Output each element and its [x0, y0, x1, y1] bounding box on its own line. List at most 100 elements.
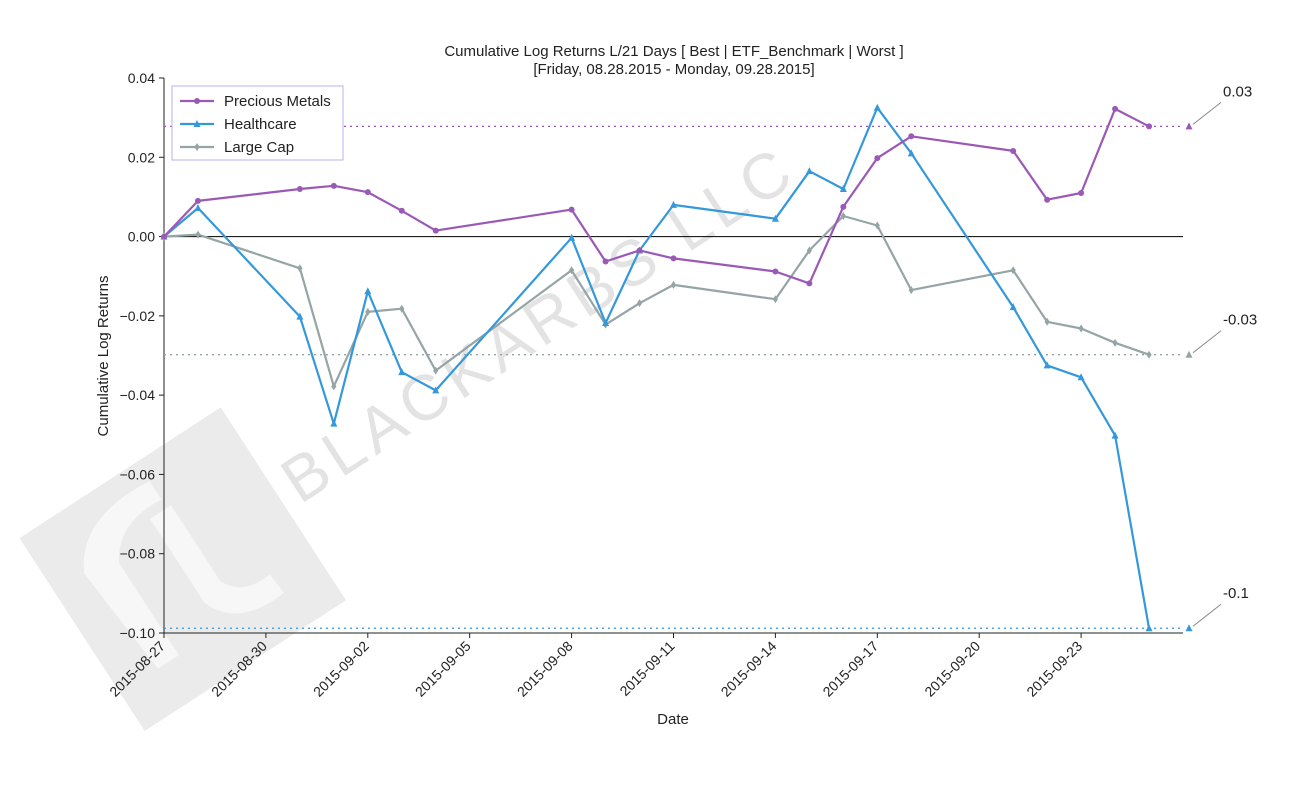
data-point-healthcare	[194, 204, 202, 212]
legend-item-healthcare: Healthcare	[180, 116, 297, 133]
data-point-precious-metals	[1010, 147, 1017, 154]
data-point-large-cap	[569, 266, 575, 275]
data-point-healthcare	[873, 103, 881, 111]
data-point-large-cap	[365, 307, 371, 316]
y-tick-label: −0.08	[120, 546, 156, 562]
x-tick-label: 2015-09-23	[1023, 638, 1085, 700]
legend: Precious Metals Healthcare Large Cap	[171, 85, 344, 161]
legend-item-precious-metals: Precious Metals	[180, 93, 331, 110]
y-tick-label: 0.00	[128, 229, 155, 245]
data-point-precious-metals	[330, 182, 337, 189]
data-point-precious-metals	[1044, 196, 1051, 203]
y-axis-label: Cumulative Log Returns	[95, 276, 112, 437]
data-point-large-cap	[297, 264, 303, 273]
data-point-precious-metals	[840, 203, 847, 210]
data-point-large-cap	[670, 280, 677, 289]
data-point-precious-metals	[806, 280, 813, 287]
data-point-large-cap	[195, 230, 201, 239]
legend-marker-large-cap	[194, 143, 200, 151]
annotations: 0.03 -0.03 -0.1	[1185, 83, 1257, 632]
data-point-healthcare	[364, 287, 372, 295]
watermark-logo-icon	[19, 407, 346, 731]
data-point-precious-metals	[296, 186, 303, 192]
x-tick-label: 2015-09-20	[921, 638, 983, 700]
legend-item-large-cap: Large Cap	[180, 139, 294, 156]
legend-label: Precious Metals	[224, 93, 331, 110]
data-point-healthcare	[907, 149, 915, 157]
data-point-precious-metals	[1078, 189, 1085, 196]
data-point-precious-metals	[161, 233, 167, 240]
data-point-precious-metals	[398, 207, 405, 214]
x-tick-label: 2015-09-08	[514, 638, 576, 700]
chart-subtitle: [Friday, 08.28.2015 - Monday, 09.28.2015…	[533, 61, 814, 78]
annotation-marker	[1185, 122, 1193, 130]
data-point-healthcare	[1043, 361, 1051, 369]
data-point-healthcare	[1111, 431, 1119, 439]
data-point-healthcare	[771, 214, 779, 222]
annotation-marker	[1185, 624, 1193, 632]
y-tick-label: 0.04	[128, 70, 155, 86]
x-axis-label: Date	[657, 711, 689, 728]
data-point-large-cap	[1112, 338, 1118, 347]
data-point-precious-metals	[874, 155, 881, 162]
data-point-precious-metals	[194, 197, 201, 204]
data-point-precious-metals	[772, 268, 779, 275]
annotation-arrow	[1192, 330, 1222, 354]
data-point-large-cap	[806, 246, 812, 255]
legend-label: Large Cap	[224, 139, 294, 156]
data-point-precious-metals	[636, 247, 643, 254]
data-point-healthcare	[568, 233, 576, 241]
y-tick-label: −0.10	[120, 625, 156, 641]
legend-marker-precious-metals	[194, 98, 200, 104]
data-point-precious-metals	[670, 255, 677, 262]
series-large-cap	[161, 211, 1152, 391]
data-point-healthcare	[1077, 373, 1085, 381]
data-point-large-cap	[772, 295, 778, 304]
annotation-arrow	[1192, 603, 1222, 627]
data-point-precious-metals	[432, 227, 439, 234]
data-point-large-cap	[1044, 317, 1050, 326]
series-healthcare	[160, 103, 1153, 632]
x-tick-label: 2015-09-05	[412, 638, 474, 700]
data-point-precious-metals	[1112, 105, 1119, 112]
data-point-healthcare	[839, 185, 847, 192]
data-point-healthcare	[602, 318, 610, 326]
series-group	[160, 103, 1153, 632]
data-point-precious-metals	[908, 133, 915, 140]
data-point-healthcare	[296, 312, 304, 320]
data-point-precious-metals	[1146, 123, 1153, 130]
data-point-large-cap	[908, 286, 914, 295]
data-point-precious-metals	[364, 189, 371, 196]
data-point-large-cap	[433, 366, 439, 375]
y-tick-label: −0.06	[120, 466, 156, 482]
data-point-large-cap	[636, 299, 643, 308]
legend-label: Healthcare	[224, 116, 297, 133]
data-point-precious-metals	[602, 258, 609, 265]
annotation-arrow	[1192, 101, 1222, 125]
x-tick-label: 2015-09-14	[718, 638, 780, 700]
data-point-large-cap	[399, 304, 405, 313]
data-point-healthcare	[398, 368, 406, 376]
y-tick-label: −0.04	[120, 387, 156, 403]
annotation-label: 0.03	[1223, 83, 1252, 100]
data-point-large-cap	[840, 211, 846, 220]
data-point-large-cap	[331, 382, 337, 391]
data-point-large-cap	[1078, 324, 1084, 333]
y-ticks: 0.04 0.02 0.00 −0.02 −0.04 −0.06 −0.08 −0.10	[120, 70, 164, 641]
y-tick-label: −0.02	[120, 308, 156, 324]
data-point-large-cap	[874, 221, 880, 230]
series-precious-metals	[161, 105, 1153, 287]
data-point-precious-metals	[568, 206, 575, 213]
data-point-large-cap	[1146, 350, 1152, 359]
watermark: BLACKARBS LLC	[19, 131, 809, 731]
data-point-healthcare	[805, 167, 813, 175]
annotation-marker	[1185, 350, 1193, 358]
data-point-healthcare	[1009, 303, 1017, 311]
y-tick-label: 0.02	[128, 149, 155, 165]
data-point-healthcare	[1145, 624, 1153, 632]
x-tick-label: 2015-09-17	[819, 638, 881, 700]
data-point-large-cap	[1010, 266, 1016, 275]
x-ticks: 2015-08-27 2015-08-30 2015-09-02 2015-09-05…	[106, 633, 1085, 700]
data-point-healthcare	[330, 419, 338, 427]
